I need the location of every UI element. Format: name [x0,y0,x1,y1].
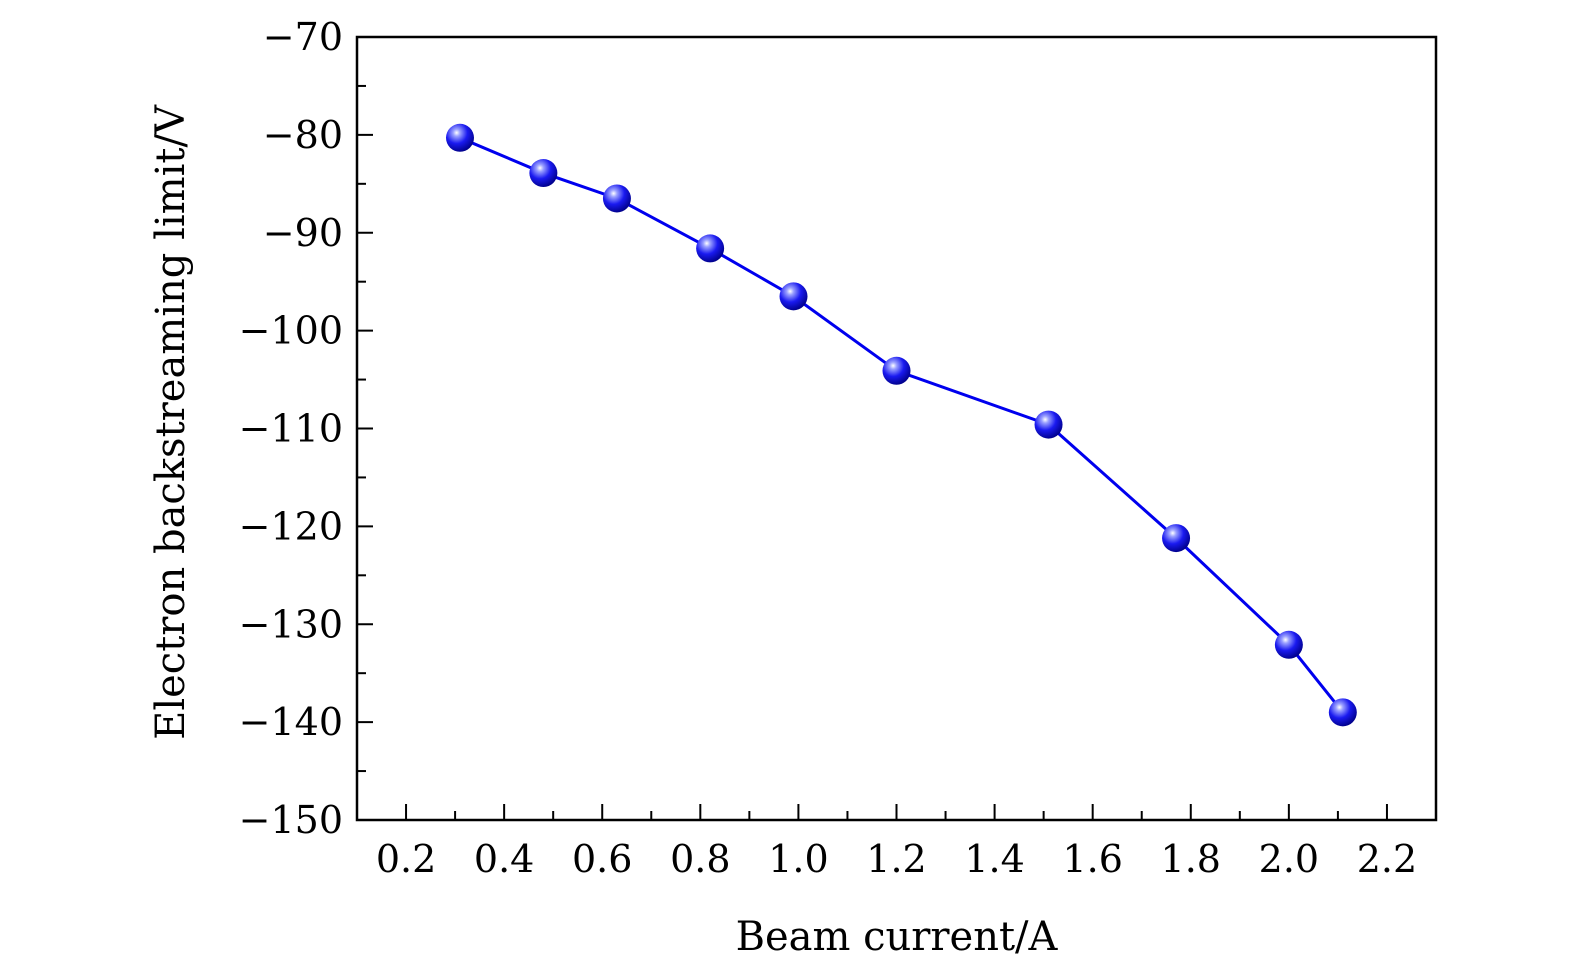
data-point [1034,410,1063,439]
x-tick-label: 0.2 [376,837,436,881]
x-tick-label: 2.0 [1259,837,1319,881]
y-tick-label: −150 [239,798,343,842]
y-axis-label: Electron backstreaming limit/V [148,104,194,740]
data-point [882,356,911,385]
x-axis-label: Beam current/A [736,914,1059,960]
x-tick-label: 1.4 [964,837,1024,881]
y-tick-label: −110 [239,407,343,451]
series-line-layer [459,136,1344,714]
x-tick-label: 0.6 [572,837,632,881]
y-tick-label: −120 [239,504,343,548]
y-tick-label: −130 [239,602,343,646]
data-point [602,184,631,213]
x-tick-label: 1.2 [866,837,926,881]
data-point [1328,698,1357,727]
series-line [459,136,1344,714]
y-tick-label: −100 [239,309,343,353]
data-point [779,282,808,311]
x-tick-label: 0.8 [670,837,730,881]
data-point [696,234,725,263]
x-tick-label: 0.4 [474,837,534,881]
plot-frame [355,35,1438,822]
y-tick-label: −70 [263,15,343,59]
data-point [1162,524,1191,553]
y-tick-label: −80 [263,113,343,157]
x-tick-label: 1.8 [1161,837,1221,881]
data-point [445,123,474,152]
x-tick-label: 1.6 [1062,837,1122,881]
axes: 0.2 0.4 0.6 0.8 1.0 1.2 1.4 1.6 1.8 2.0 2.2 −70 −80 −… [239,15,1438,881]
data-point [1274,630,1303,659]
data-point [529,159,558,188]
y-tick-label: −140 [239,700,343,744]
x-tick-label: 1.0 [768,837,828,881]
x-tick-label: 2.2 [1357,837,1417,881]
data-points-layer [445,123,1357,727]
y-tick-label: −90 [263,211,343,255]
